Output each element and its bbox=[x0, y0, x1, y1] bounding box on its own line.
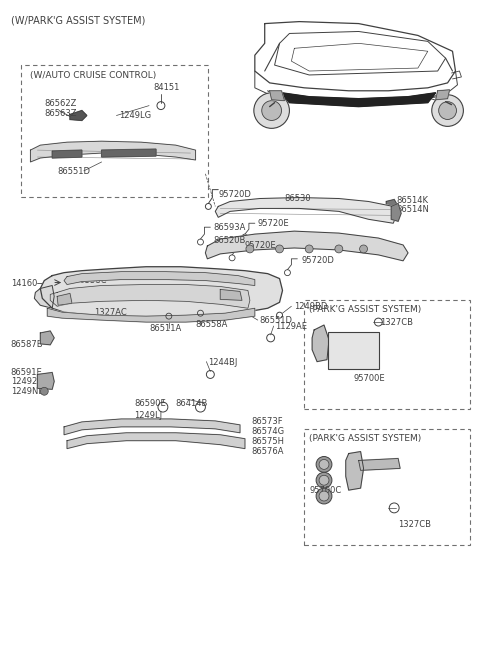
Text: (PARK'G ASSIST SYSTEM): (PARK'G ASSIST SYSTEM) bbox=[309, 305, 421, 315]
Text: 1327CB: 1327CB bbox=[398, 520, 431, 529]
Text: 86551D: 86551D bbox=[57, 167, 90, 176]
Polygon shape bbox=[50, 284, 250, 308]
Circle shape bbox=[254, 93, 289, 128]
Text: 86514N: 86514N bbox=[396, 205, 429, 215]
Text: 95720E: 95720E bbox=[245, 241, 276, 250]
Text: 86414B: 86414B bbox=[176, 399, 208, 408]
Text: 86591E: 86591E bbox=[11, 368, 42, 376]
Text: (PARK'G ASSIST SYSTEM): (PARK'G ASSIST SYSTEM) bbox=[309, 434, 421, 443]
Text: 86573F: 86573F bbox=[252, 417, 284, 426]
Text: 1249NL: 1249NL bbox=[11, 388, 43, 396]
Polygon shape bbox=[30, 141, 195, 162]
Polygon shape bbox=[67, 433, 245, 449]
Circle shape bbox=[319, 491, 329, 501]
Text: 14160: 14160 bbox=[11, 278, 37, 288]
Text: 1249BD: 1249BD bbox=[294, 302, 328, 311]
Polygon shape bbox=[216, 197, 396, 223]
Polygon shape bbox=[52, 150, 82, 158]
Circle shape bbox=[439, 102, 456, 120]
Text: 95720D: 95720D bbox=[301, 256, 334, 265]
Polygon shape bbox=[386, 199, 398, 213]
Circle shape bbox=[305, 245, 313, 253]
Polygon shape bbox=[64, 272, 255, 286]
Text: 12492: 12492 bbox=[11, 378, 37, 386]
Polygon shape bbox=[35, 286, 54, 308]
Text: 86530: 86530 bbox=[285, 193, 311, 203]
Text: 86558A: 86558A bbox=[195, 320, 228, 329]
Text: 86511A: 86511A bbox=[149, 324, 181, 333]
Polygon shape bbox=[40, 266, 283, 318]
Text: 86587B: 86587B bbox=[11, 340, 43, 349]
Polygon shape bbox=[391, 203, 401, 221]
Polygon shape bbox=[436, 89, 450, 99]
Text: 86563Z: 86563Z bbox=[44, 109, 77, 118]
Circle shape bbox=[360, 245, 368, 253]
Circle shape bbox=[262, 101, 281, 120]
Text: 1249LG: 1249LG bbox=[120, 111, 152, 120]
Circle shape bbox=[40, 388, 48, 395]
Polygon shape bbox=[57, 293, 72, 305]
Text: 1327CB: 1327CB bbox=[380, 318, 413, 327]
Circle shape bbox=[319, 459, 329, 469]
Circle shape bbox=[276, 245, 284, 253]
Text: 86593A: 86593A bbox=[213, 223, 246, 232]
Text: 86520B: 86520B bbox=[213, 236, 246, 245]
Text: 86551D: 86551D bbox=[260, 316, 293, 325]
Circle shape bbox=[319, 475, 329, 485]
Text: 1129AE: 1129AE bbox=[276, 322, 308, 331]
Text: 86590E: 86590E bbox=[134, 399, 166, 408]
Text: 1327AC: 1327AC bbox=[94, 308, 126, 317]
Polygon shape bbox=[205, 231, 408, 261]
Polygon shape bbox=[281, 93, 436, 107]
Text: 86514K: 86514K bbox=[396, 195, 428, 205]
Polygon shape bbox=[40, 331, 54, 345]
Circle shape bbox=[316, 472, 332, 488]
Polygon shape bbox=[37, 372, 54, 390]
Circle shape bbox=[335, 245, 343, 253]
Polygon shape bbox=[102, 149, 156, 157]
Text: 95720E: 95720E bbox=[258, 219, 289, 228]
Polygon shape bbox=[47, 308, 255, 322]
Polygon shape bbox=[70, 111, 87, 120]
Polygon shape bbox=[220, 290, 242, 300]
Polygon shape bbox=[312, 325, 329, 362]
Text: (W/PARK'G ASSIST SYSTEM): (W/PARK'G ASSIST SYSTEM) bbox=[11, 16, 145, 26]
Circle shape bbox=[246, 245, 254, 253]
Polygon shape bbox=[270, 91, 285, 101]
Text: 86558C: 86558C bbox=[74, 276, 107, 285]
Polygon shape bbox=[346, 451, 363, 490]
Text: 1249LJ: 1249LJ bbox=[134, 411, 162, 420]
Text: 95720D: 95720D bbox=[218, 190, 251, 199]
Text: 95700E: 95700E bbox=[354, 374, 385, 384]
Text: 86562Z: 86562Z bbox=[44, 99, 77, 108]
Circle shape bbox=[316, 488, 332, 504]
Text: 86575H: 86575H bbox=[252, 437, 285, 445]
Polygon shape bbox=[359, 459, 400, 470]
Text: 84151: 84151 bbox=[153, 83, 180, 92]
Polygon shape bbox=[64, 419, 240, 435]
Text: 86574G: 86574G bbox=[252, 427, 285, 436]
Text: 86576A: 86576A bbox=[252, 447, 284, 455]
Circle shape bbox=[432, 95, 463, 126]
Text: 1244BJ: 1244BJ bbox=[208, 358, 238, 367]
Text: 95700C: 95700C bbox=[309, 486, 341, 495]
Text: (W/AUTO CRUISE CONTROL): (W/AUTO CRUISE CONTROL) bbox=[30, 71, 156, 80]
Circle shape bbox=[316, 457, 332, 472]
FancyBboxPatch shape bbox=[328, 332, 379, 368]
